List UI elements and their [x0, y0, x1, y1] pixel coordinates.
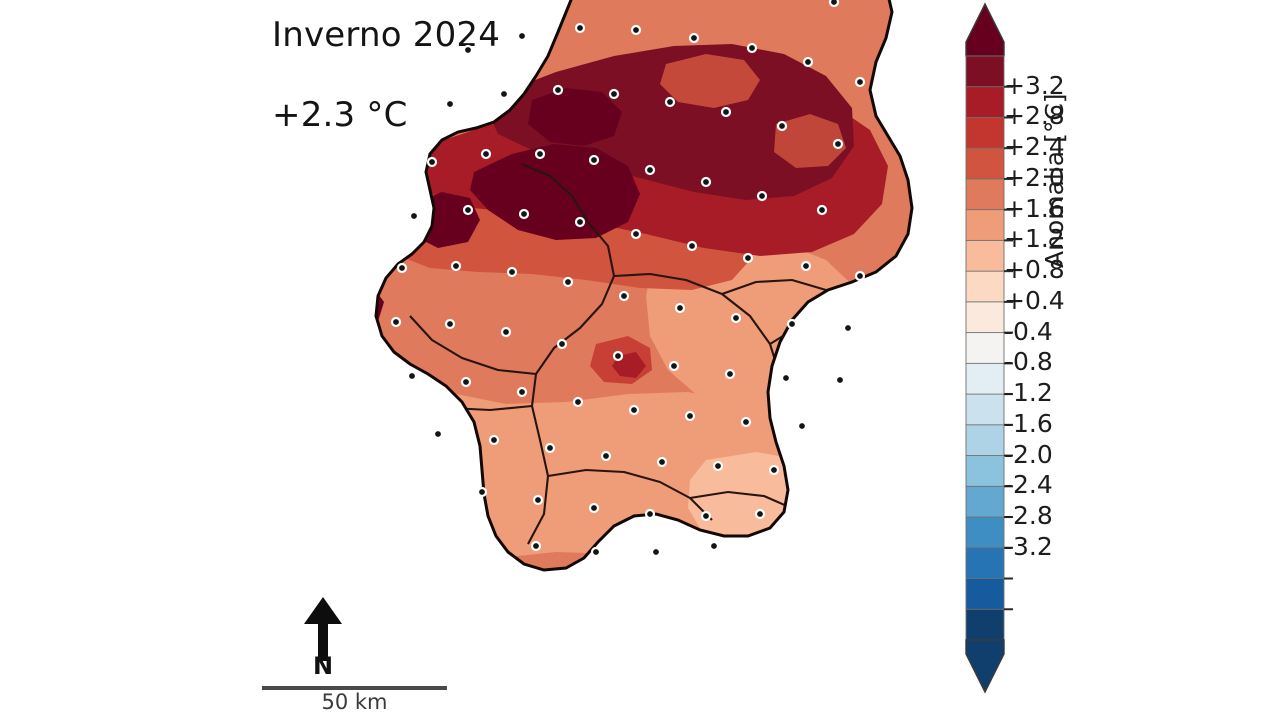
colorbar-tick-label: -1.2 [1004, 378, 1053, 408]
colorbar-tick-label: -2.4 [1004, 470, 1053, 500]
title-block: Inverno 2024 +2.3 °C [272, 15, 501, 135]
colorbar-tick-label: -2.8 [1004, 501, 1053, 531]
page-title: Inverno 2024 [272, 15, 501, 55]
colorbar-tick-label: -0.4 [1004, 316, 1053, 346]
colorbar-tick-label: -3.2 [1004, 531, 1053, 561]
colorbar-tick-label: +2.4 [1004, 132, 1065, 162]
region-outline [374, 0, 914, 572]
colorbar-tick-label: -2.0 [1004, 439, 1053, 469]
colorbar-tick-label: +2.0 [1004, 162, 1065, 192]
colorbar-svg [965, 2, 1013, 694]
colorbar-tick-label: -0.8 [1004, 347, 1053, 377]
colorbar-tick-label: +3.2 [1004, 70, 1065, 100]
colorbar-tick-label: +2.8 [1004, 101, 1065, 131]
colorbar-tick-label: -1.6 [1004, 408, 1053, 438]
map-subtitle-anomaly: +2.3 °C [272, 94, 408, 135]
colorbar-axis-label: Anomalia [°C] [1040, 93, 1069, 268]
colorbar-tick-label: +0.8 [1004, 255, 1065, 285]
north-arrow-label: N [312, 652, 334, 680]
colorbar-tick-marks [1004, 85, 1013, 611]
scale-bar-label: 50 km [321, 690, 388, 714]
colorbar-tick-labels: +3.2 +2.8 +2.4 +2.0 +1.6 +1.2 +0.8 +0.4 -0.4 -0.8… [1004, 0, 1108, 701]
colorbar-tick-label: +1.6 [1004, 193, 1065, 223]
anomaly-map [236, 0, 976, 704]
map-anomaly-fill [376, 0, 912, 570]
map-svg [374, 0, 914, 572]
scale-bar [262, 686, 447, 690]
colorbar: +3.2 +2.8 +2.4 +2.0 +1.6 +1.2 +0.8 +0.4 -0.4 -0.8… [958, 0, 1108, 701]
colorbar-tick-label: +1.2 [1004, 224, 1065, 254]
colorbar-bands [965, 2, 1005, 694]
north-arrow-icon [304, 597, 342, 661]
station-markers [390, 0, 866, 558]
colorbar-tick-label: +0.4 [1004, 285, 1065, 315]
